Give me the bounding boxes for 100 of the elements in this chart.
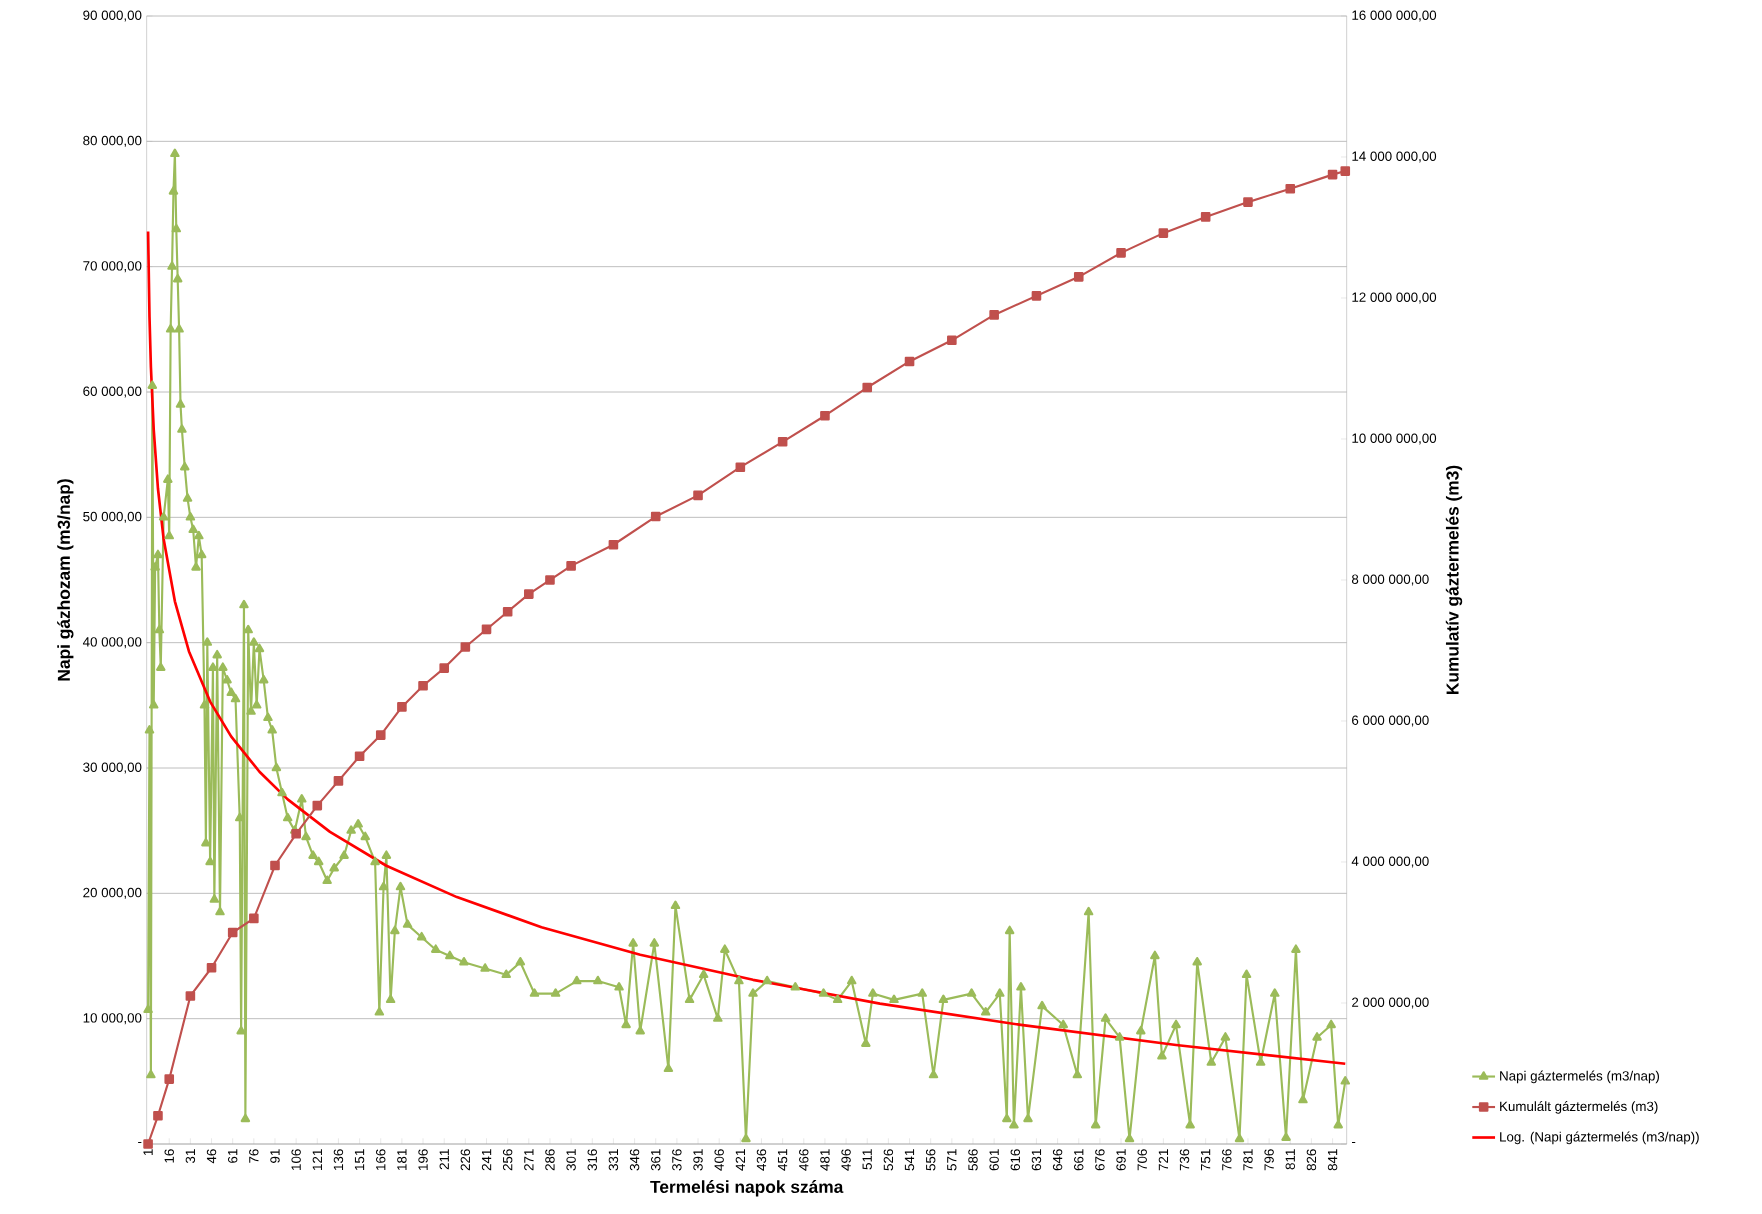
y2-tick-label: 12 000 000,00	[1352, 292, 1437, 304]
x-tick-label: 841	[1327, 1149, 1338, 1171]
x-tick-label: 121	[312, 1149, 322, 1170]
x-tick-label: 571	[947, 1149, 957, 1171]
point	[397, 702, 407, 712]
x-tick-label: 211	[439, 1149, 449, 1170]
x-tick-label: 91	[270, 1149, 280, 1163]
point	[439, 663, 450, 673]
point	[947, 335, 957, 346]
point	[904, 356, 915, 367]
x-tick-label: 166	[376, 1149, 386, 1170]
x-tick-label: 136	[333, 1149, 344, 1170]
x-tick-label: 466	[799, 1149, 809, 1171]
point	[1116, 248, 1126, 258]
y-tick-label: 80 000,00	[83, 135, 142, 147]
y-tick-label: 70 000,00	[83, 261, 142, 273]
y-tick-label: 10 000,00	[83, 1013, 142, 1025]
x-tick-label: 691	[1116, 1149, 1126, 1171]
point	[460, 642, 471, 652]
legend-label: Napi gáztermelés (m3/nap)	[1500, 1070, 1659, 1084]
point	[418, 680, 428, 691]
x-tick-label: 436	[756, 1149, 767, 1171]
point	[502, 606, 513, 617]
point	[1340, 166, 1351, 176]
y-tick-label: 20 000,00	[83, 887, 142, 899]
x-tick-label: 151	[354, 1149, 365, 1170]
x-tick-label: 316	[587, 1149, 597, 1171]
y2-tick-label: 2 000 000,00	[1352, 997, 1429, 1009]
y-tick-label: 40 000,00	[82, 637, 142, 649]
x-tick-label: 751	[1201, 1149, 1211, 1171]
point	[524, 589, 534, 599]
x-tick-label: 721	[1158, 1149, 1169, 1171]
point	[608, 539, 619, 550]
x-tick-label: 526	[883, 1149, 894, 1171]
x-tick-label: 631	[1031, 1149, 1042, 1171]
point	[1158, 228, 1169, 238]
x-tick-label: 766	[1222, 1149, 1232, 1171]
legend-label: Kumulált gáztermelés (m3)	[1500, 1101, 1658, 1114]
y-tick-label: 60 000,00	[83, 386, 142, 398]
y2-tick-label: 10 000 000,00	[1352, 433, 1437, 445]
point	[1243, 197, 1253, 207]
point	[270, 860, 280, 871]
point	[143, 1139, 153, 1149]
x-tick-label: 586	[968, 1149, 978, 1171]
y-tick-label: 50 000,00	[83, 511, 142, 523]
y2-tick-label: -	[1351, 1141, 1356, 1143]
point	[164, 1074, 175, 1084]
x-tick-label: 31	[185, 1149, 196, 1164]
line-series	[146, 230, 1347, 1066]
y2-axis-title: Kumulatív gáztermelés (m3)	[1445, 465, 1463, 694]
y-tick-label: 30 000,00	[83, 762, 142, 774]
point	[375, 730, 386, 740]
x-tick-label: 811	[1285, 1149, 1295, 1170]
y2-tick-label: 8 000 000,00	[1351, 574, 1429, 586]
x-tick-label: 781	[1243, 1149, 1253, 1171]
x-tick-label: 76	[249, 1149, 259, 1163]
point	[291, 828, 301, 839]
x-tick-label: 331	[608, 1149, 619, 1171]
x-tick-label: 661	[1074, 1149, 1084, 1171]
point	[735, 462, 746, 472]
x-tick-label: 196	[418, 1149, 428, 1170]
point	[820, 410, 830, 421]
x-tick-label: 496	[841, 1149, 851, 1171]
x-tick-label: 421	[735, 1149, 745, 1171]
y-tick-label: 90 000,00	[83, 10, 142, 22]
y-tick-label: -	[138, 1141, 142, 1143]
point	[693, 490, 703, 501]
point	[1031, 291, 1042, 301]
point	[206, 962, 217, 973]
x-tick-label: 46	[206, 1149, 217, 1164]
y-axis-title: Napi gázhozam (m3/nap)	[57, 479, 74, 681]
x-tick-label: 1	[143, 1149, 153, 1156]
x-tick-label: 616	[1010, 1149, 1021, 1171]
legend-label: Log. (Napi gáztermelés (m3/nap))	[1500, 1131, 1699, 1145]
point	[333, 776, 344, 786]
x-tick-label: 736	[1179, 1149, 1190, 1171]
point	[1327, 169, 1338, 180]
x-tick-label: 361	[651, 1149, 661, 1171]
x-tick-label: 706	[1137, 1149, 1147, 1171]
point	[545, 575, 555, 585]
x-tick-label: 241	[481, 1149, 492, 1171]
point	[566, 561, 576, 571]
y2-tick-label: 16 000 000,00	[1352, 10, 1437, 22]
point	[862, 382, 873, 393]
point	[1285, 183, 1296, 194]
x-tick-label: 61	[227, 1149, 238, 1163]
x-tick-label: 376	[672, 1149, 682, 1171]
x-tick-label: 181	[397, 1149, 407, 1170]
x-tick-label: 391	[693, 1149, 703, 1171]
point	[1073, 272, 1084, 282]
x-tick-label: 541	[904, 1149, 915, 1171]
x-tick-label: 676	[1095, 1149, 1105, 1171]
x-tick-label: 511	[862, 1149, 872, 1170]
x-tick-label: 16	[164, 1149, 174, 1163]
x-tick-label: 556	[925, 1149, 936, 1171]
point	[227, 927, 238, 938]
x-tick-label: 226	[460, 1149, 471, 1171]
point	[185, 991, 196, 1001]
point	[153, 1110, 163, 1121]
x-tick-label: 646	[1052, 1149, 1063, 1171]
